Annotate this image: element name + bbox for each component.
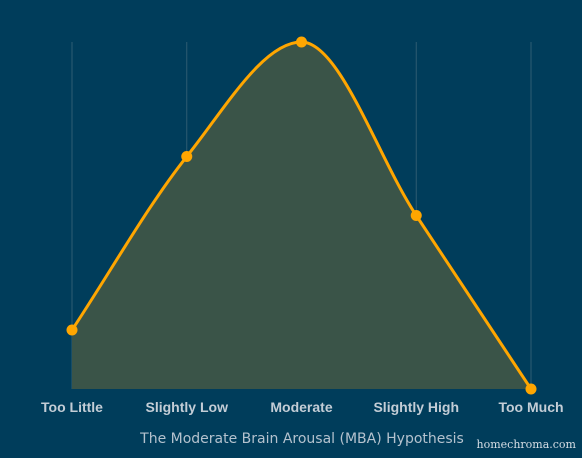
data-point-too-little: [66, 324, 78, 336]
data-points: [66, 36, 537, 395]
data-point-moderate: [296, 36, 307, 48]
x-tick-label: Too Much: [498, 399, 563, 415]
data-point-slightly-high: [410, 210, 422, 221]
watermark: homechroma.com: [477, 438, 577, 451]
x-tick-label: Too Little: [41, 399, 103, 415]
area-fill: [72, 42, 531, 389]
x-tick-label: Slightly Low: [146, 399, 229, 415]
x-tick-label: Moderate: [270, 399, 332, 415]
chart-title: The Moderate Brain Arousal (MBA) Hypothe…: [139, 431, 464, 447]
x-axis-tick-labels: Too Little Slightly Low Moderate Slightly H…: [41, 399, 564, 415]
x-tick-label: Slightly High: [373, 399, 459, 415]
data-point-slightly-low: [181, 151, 193, 163]
data-point-too-much: [525, 383, 537, 395]
